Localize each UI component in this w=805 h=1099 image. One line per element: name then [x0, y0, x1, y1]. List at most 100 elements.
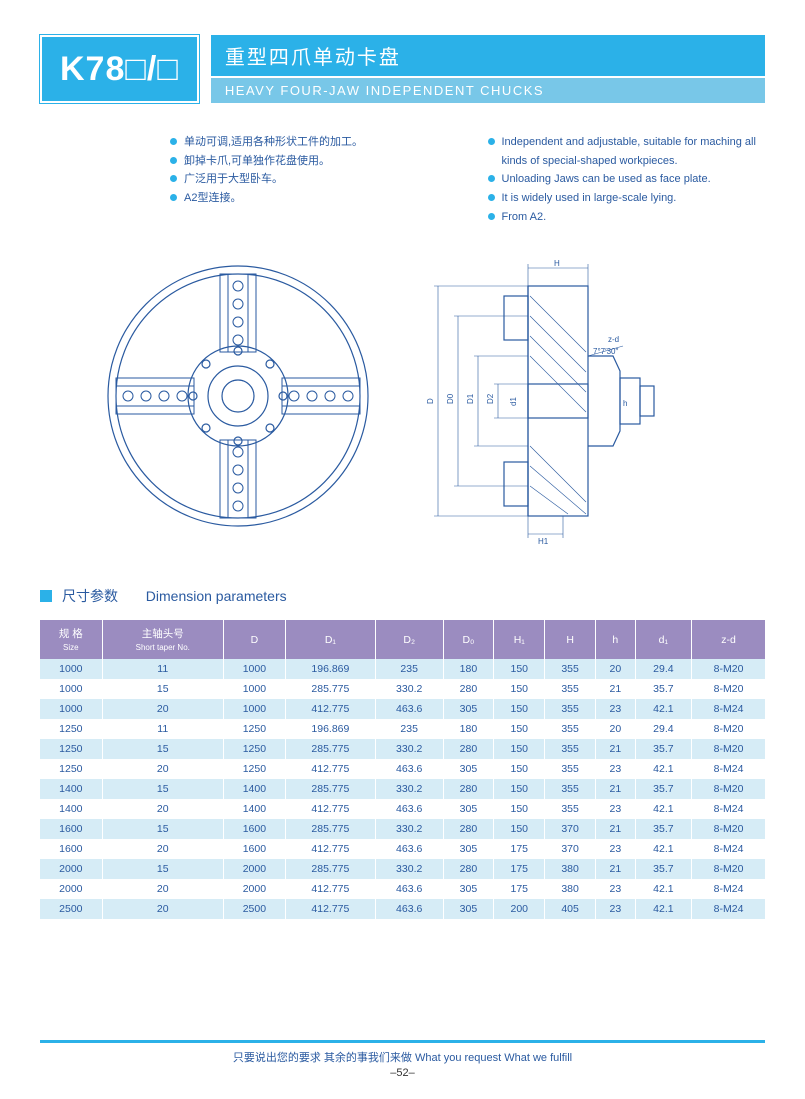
table-cell: 1250: [223, 719, 285, 739]
table-cell: 280: [443, 679, 494, 699]
dim-label: H: [554, 259, 560, 268]
table-row: 2500202500412.775463.63052004052342.18-M…: [40, 899, 765, 919]
table-cell: 8-M24: [692, 759, 765, 779]
table-cell: 330.2: [375, 679, 443, 699]
table-cell: 380: [545, 879, 596, 899]
diagrams: D D0 D1 D2 H H1 h z-d 7°7′30″ d1: [40, 256, 765, 546]
table-cell: 305: [443, 699, 494, 719]
table-cell: 330.2: [375, 819, 443, 839]
dim-label: h: [623, 399, 627, 408]
table-cell: 280: [443, 779, 494, 799]
table-row: 1250201250412.775463.63051503552342.18-M…: [40, 759, 765, 779]
table-cell: 355: [545, 719, 596, 739]
table-cell: 370: [545, 839, 596, 859]
table-cell: 1000: [40, 699, 102, 719]
table-header: 主轴头号Short taper No.: [102, 620, 223, 659]
table-cell: 150: [494, 779, 545, 799]
table-cell: 8-M20: [692, 719, 765, 739]
table-cell: 11: [102, 659, 223, 679]
table-cell: 305: [443, 839, 494, 859]
table-cell: 175: [494, 879, 545, 899]
table-cell: 21: [596, 819, 636, 839]
table-cell: 42.1: [635, 699, 691, 719]
table-cell: 2000: [40, 859, 102, 879]
table-cell: 412.775: [285, 839, 375, 859]
square-bullet-icon: [40, 590, 52, 602]
table-cell: 8-M20: [692, 659, 765, 679]
table-cell: 463.6: [375, 799, 443, 819]
table-cell: 150: [494, 739, 545, 759]
feature-item: A2型连接。: [170, 189, 448, 208]
table-row: 1400151400285.775330.22801503552135.78-M…: [40, 779, 765, 799]
angle-label: 7°7′30″: [593, 347, 618, 356]
table-cell: 280: [443, 819, 494, 839]
table-cell: 1000: [223, 659, 285, 679]
table-cell: 42.1: [635, 899, 691, 919]
table-cell: 330.2: [375, 779, 443, 799]
table-header: D: [223, 620, 285, 659]
chuck-front-view-icon: [98, 256, 378, 536]
table-header: 规 格Size: [40, 620, 102, 659]
table-cell: 330.2: [375, 859, 443, 879]
table-header: D₁: [285, 620, 375, 659]
table-cell: 380: [545, 859, 596, 879]
table-cell: 29.4: [635, 659, 691, 679]
table-cell: 1250: [223, 759, 285, 779]
table-cell: 8-M20: [692, 819, 765, 839]
table-cell: 150: [494, 679, 545, 699]
page-number: –52–: [40, 1067, 765, 1079]
table-cell: 285.775: [285, 859, 375, 879]
feature-item: Unloading Jaws can be used as face plate…: [488, 170, 766, 189]
footer-bar: [40, 1040, 765, 1043]
table-cell: 280: [443, 859, 494, 879]
table-cell: 412.775: [285, 879, 375, 899]
table-cell: 21: [596, 779, 636, 799]
table-cell: 20: [102, 759, 223, 779]
table-cell: 285.775: [285, 739, 375, 759]
table-cell: 15: [102, 779, 223, 799]
table-cell: 42.1: [635, 799, 691, 819]
table-cell: 23: [596, 899, 636, 919]
table-cell: 180: [443, 719, 494, 739]
table-cell: 1250: [40, 739, 102, 759]
table-row: 2000202000412.775463.63051753802342.18-M…: [40, 879, 765, 899]
table-cell: 463.6: [375, 839, 443, 859]
table-cell: 1400: [40, 779, 102, 799]
table-row: 1600151600285.775330.22801503702135.78-M…: [40, 819, 765, 839]
table-cell: 20: [102, 899, 223, 919]
table-cell: 1250: [40, 719, 102, 739]
model-code: K78□/□: [40, 35, 199, 103]
table-cell: 21: [596, 739, 636, 759]
table-cell: 2500: [40, 899, 102, 919]
dim-label: D0: [446, 394, 455, 405]
table-header: d₁: [635, 620, 691, 659]
table-cell: 280: [443, 739, 494, 759]
footer: 只要说出您的要求 其余的事我们来做 What you request What …: [40, 1040, 765, 1079]
header: K78□/□ 重型四爪单动卡盘 HEAVY FOUR-JAW INDEPENDE…: [40, 35, 765, 103]
table-cell: 23: [596, 699, 636, 719]
table-cell: 1000: [40, 659, 102, 679]
table-cell: 11: [102, 719, 223, 739]
table-cell: 463.6: [375, 899, 443, 919]
table-row: 1600201600412.775463.63051753702342.18-M…: [40, 839, 765, 859]
feature-item: 单动可调,适用各种形状工件的加工。: [170, 133, 448, 152]
table-cell: 42.1: [635, 879, 691, 899]
table-header: D₂: [375, 620, 443, 659]
table-cell: 8-M24: [692, 799, 765, 819]
table-cell: 20: [102, 799, 223, 819]
table-cell: 20: [596, 719, 636, 739]
table-cell: 370: [545, 819, 596, 839]
table-cell: 463.6: [375, 879, 443, 899]
table-header: z-d: [692, 620, 765, 659]
table-cell: 2000: [223, 879, 285, 899]
features: 单动可调,适用各种形状工件的加工。 卸掉卡爪,可单独作花盘使用。 广泛用于大型卧…: [170, 133, 765, 226]
table-cell: 200: [494, 899, 545, 919]
table-cell: 150: [494, 799, 545, 819]
table-cell: 355: [545, 759, 596, 779]
table-cell: 2500: [223, 899, 285, 919]
table-cell: 2000: [40, 879, 102, 899]
dim-label: d1: [509, 397, 518, 406]
table-cell: 35.7: [635, 679, 691, 699]
table-cell: 42.1: [635, 759, 691, 779]
table-cell: 8-M20: [692, 739, 765, 759]
